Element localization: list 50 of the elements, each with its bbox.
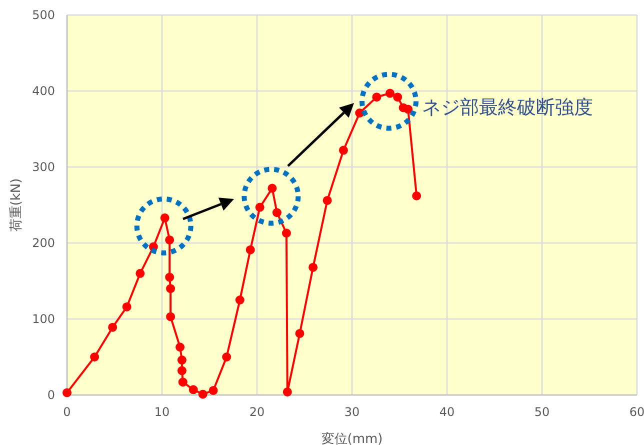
point — [338, 146, 348, 155]
y-tick-label: 300 — [32, 160, 55, 174]
point — [404, 104, 413, 114]
x-axis-title: 変位(mm) — [321, 431, 383, 445]
point — [90, 352, 100, 362]
y-tick-label: 200 — [32, 236, 55, 250]
x-tick-label: 10 — [154, 405, 170, 419]
point — [272, 208, 282, 218]
x-tick-label: 40 — [439, 405, 455, 419]
point — [282, 228, 291, 238]
y-tick-label: 400 — [32, 84, 55, 98]
point — [108, 322, 118, 332]
point — [122, 302, 132, 312]
x-tick-label: 50 — [534, 405, 550, 419]
point — [208, 386, 218, 395]
point — [246, 245, 255, 254]
y-axis-title: 荷重(kN) — [9, 178, 24, 232]
x-tick-label: 20 — [249, 405, 265, 419]
annotation: ネジ部最終破断強度 — [422, 96, 593, 118]
point — [268, 184, 277, 193]
point — [295, 328, 304, 338]
point — [308, 262, 318, 272]
point — [176, 342, 185, 352]
x-tick-label: 30 — [344, 405, 360, 419]
point — [136, 268, 145, 278]
point — [222, 352, 232, 362]
point — [177, 356, 186, 365]
point — [165, 272, 174, 282]
point — [160, 213, 170, 222]
point — [282, 387, 292, 396]
x-tick-label: 60 — [629, 405, 644, 419]
y-tick-label: 500 — [32, 8, 55, 22]
point — [177, 366, 186, 376]
point — [198, 390, 208, 399]
point — [166, 284, 176, 294]
point — [372, 92, 382, 102]
point — [62, 388, 72, 398]
y-tick-label: 0 — [47, 388, 55, 402]
point — [166, 312, 176, 322]
point — [188, 385, 198, 394]
point — [412, 191, 422, 200]
x-tick-label: 0 — [63, 405, 71, 419]
point — [322, 196, 332, 205]
point — [255, 202, 264, 212]
point — [386, 88, 394, 98]
y-tick-label: 100 — [32, 312, 55, 326]
point — [165, 235, 174, 244]
point — [235, 296, 244, 304]
point — [178, 378, 188, 387]
point — [393, 92, 402, 102]
